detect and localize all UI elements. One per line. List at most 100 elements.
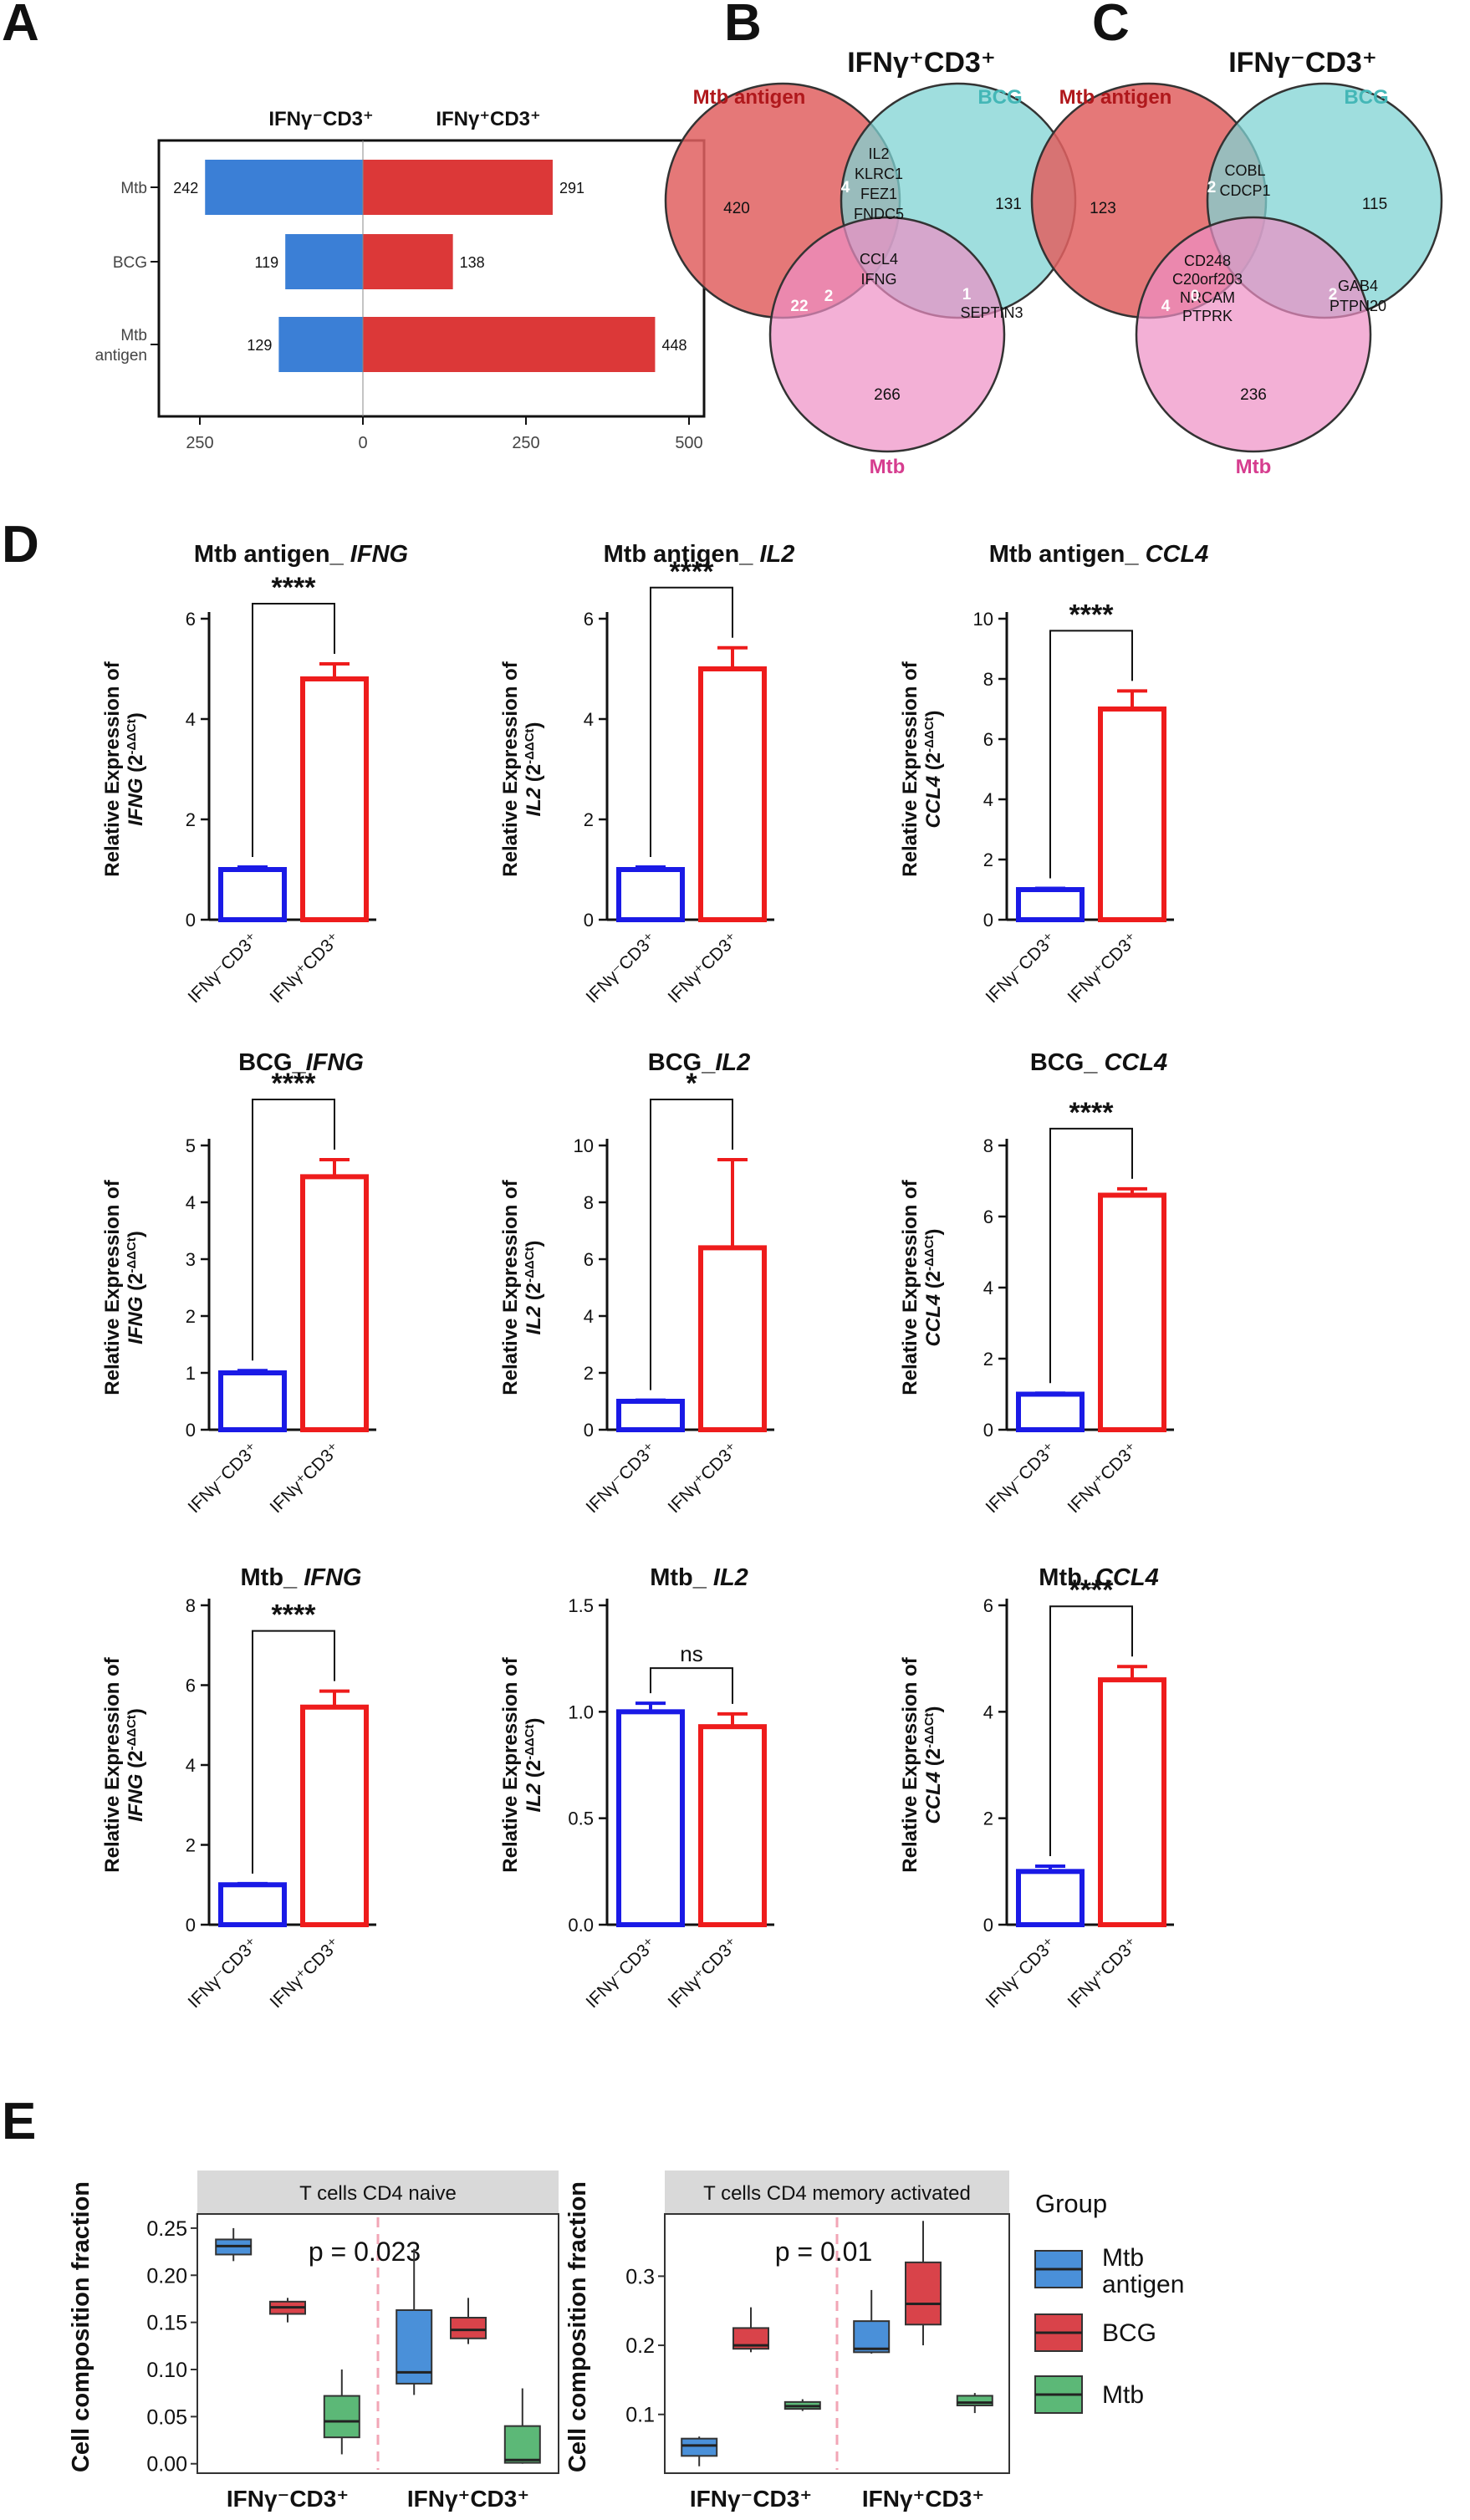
y-tick-label: 2: [584, 809, 594, 830]
title-gene: IFNG: [306, 1049, 364, 1076]
y-tick-label: 4: [983, 1278, 993, 1298]
y-tick-label: 1.0: [568, 1701, 594, 1722]
y-tick-label: 4: [186, 1755, 196, 1776]
y-tick-label: 0.3: [625, 2265, 655, 2288]
panel-label-d: D: [2, 516, 39, 574]
x-category-label: IFNγ⁻CD3⁺: [185, 929, 263, 1007]
title-prefix: Mtb antigen_: [194, 541, 350, 568]
y-tick-label: 8: [983, 669, 993, 690]
ylabel-close: ): [523, 1717, 545, 1724]
y-axis-label-gene: IFNG (2-ΔΔCt): [125, 712, 148, 826]
category-label: Mtb: [120, 327, 147, 344]
x-category-label: IFNγ⁻CD3⁺: [983, 1439, 1060, 1517]
y-axis-label: Relative Expression of: [899, 1656, 921, 1872]
ylabel-close: ): [922, 1706, 945, 1712]
venn-count: 22: [790, 298, 808, 315]
panel-d-plot-il2: Mtb antigen_ IL2 0 2 4 6 Relative Expression …: [499, 541, 794, 1007]
y-tick-label: 0.25: [146, 2217, 187, 2241]
ylabel-gene: IL2: [523, 1783, 545, 1812]
y-axis-label: Relative Expression of: [499, 1656, 522, 1872]
bar: [300, 1704, 369, 1927]
plot-title: BCG_ CCL4: [1030, 1049, 1167, 1076]
bar-value-label: 138: [460, 254, 485, 271]
bar: [1016, 1391, 1085, 1432]
y-axis-label: Relative Expression of: [101, 1656, 124, 1872]
x-category-label: IFNγ⁻CD3⁺: [583, 1439, 661, 1517]
y-axis-label-gene: IFNG (2-ΔΔCt): [125, 1708, 148, 1822]
y-tick-label: 0.00: [146, 2453, 187, 2477]
y-axis-label: Relative Expression of: [499, 1179, 522, 1395]
venn-count: 131: [995, 196, 1022, 213]
bar: [616, 1709, 685, 1928]
y-axis-label: Relative Expression of: [499, 661, 522, 876]
y-tick-label: 8: [983, 1135, 993, 1156]
y-tick-label: 2: [983, 1349, 993, 1370]
y-tick-label: 6: [584, 609, 594, 630]
box: [681, 2437, 718, 2457]
y-tick-label: 2: [983, 1808, 993, 1829]
y-axis-label-gene: IFNG (2-ΔΔCt): [125, 1231, 148, 1344]
y-tick-label: 0.10: [146, 2359, 187, 2382]
venn-gene: FEZ1: [860, 186, 897, 202]
venn-set-label: Mtb: [1236, 456, 1272, 478]
ylabel-exponent: -ΔΔCt: [523, 728, 537, 763]
y-tick-label: 1: [186, 1363, 196, 1384]
venn-gene: CD248: [1184, 253, 1231, 269]
x-tick-label: 500: [675, 434, 702, 452]
header-right: IFNγ⁺CD3⁺: [436, 108, 540, 130]
panel-label-b: B: [724, 0, 762, 52]
y-tick-label: 1.5: [568, 1595, 594, 1616]
y-axis-label-gene: CCL4 (2-ΔΔCt): [922, 710, 946, 828]
venn-gene: IL2: [868, 145, 889, 162]
bar-negative: [205, 160, 363, 215]
bar: [616, 867, 685, 922]
venn-gene: PTPN20: [1330, 298, 1386, 314]
significance-label: ****: [272, 1599, 317, 1631]
header-left: IFNγ⁻CD3⁺: [268, 108, 373, 130]
ylabel-suffix: (2: [523, 1760, 545, 1783]
y-tick-label: 0: [186, 1915, 196, 1936]
ylabel-exponent: -ΔΔCt: [922, 717, 937, 752]
venn-set-label: BCG: [977, 86, 1022, 109]
x-category-label: IFNγ⁻CD3⁺: [983, 929, 1060, 1007]
y-tick-label: 6: [584, 1249, 594, 1270]
panel-c-venn: IFNγ⁻CD3⁺ Mtb antigen BCG Mtb 123 115 236 2 COBL…: [1030, 47, 1443, 478]
y-tick-label: 0: [983, 1915, 993, 1936]
y-tick-label: 0.05: [146, 2405, 187, 2429]
venn-gene: CCL4: [860, 251, 898, 268]
bar: [698, 666, 767, 922]
significance-label: *: [686, 1068, 697, 1099]
y-tick-label: 4: [983, 789, 993, 810]
ylabel-close: ): [125, 1708, 147, 1715]
significance-bracket: [650, 1667, 733, 1704]
bar-positive: [363, 160, 553, 215]
x-group-label: IFNγ⁻CD3⁺: [227, 2486, 349, 2512]
ylabel-exponent: -ΔΔCt: [125, 1237, 139, 1273]
y-tick-label: 0: [584, 910, 594, 931]
bar: [1016, 1869, 1085, 1927]
venn-count: 2: [824, 288, 834, 305]
bar-value-label: 448: [661, 337, 687, 354]
bar: [218, 1882, 287, 1927]
venn-count: 2: [1207, 179, 1217, 196]
bar: [300, 676, 369, 922]
x-group-label: IFNγ⁺CD3⁺: [407, 2486, 529, 2512]
box: [503, 2425, 541, 2464]
y-tick-label: 6: [186, 1676, 196, 1696]
ylabel-gene: CCL4: [922, 1294, 945, 1347]
y-tick-label: 10: [973, 609, 993, 630]
plot-title: Mtb antigen_ IFNG: [194, 541, 408, 568]
significance-label: ****: [1069, 1574, 1115, 1606]
y-axis-label: Relative Expression of: [101, 1179, 124, 1395]
venn-circle-mtb: [1135, 216, 1372, 453]
y-tick-label: 4: [186, 709, 196, 730]
significance-bracket: [650, 1099, 733, 1390]
ylabel-suffix: (2: [922, 1748, 945, 1772]
y-tick-label: 4: [584, 709, 594, 730]
y-axis-label-gene: CCL4 (2-ΔΔCt): [922, 1706, 946, 1824]
ylabel-close: ): [523, 722, 545, 728]
venn-gene: PTPRK: [1182, 308, 1233, 324]
